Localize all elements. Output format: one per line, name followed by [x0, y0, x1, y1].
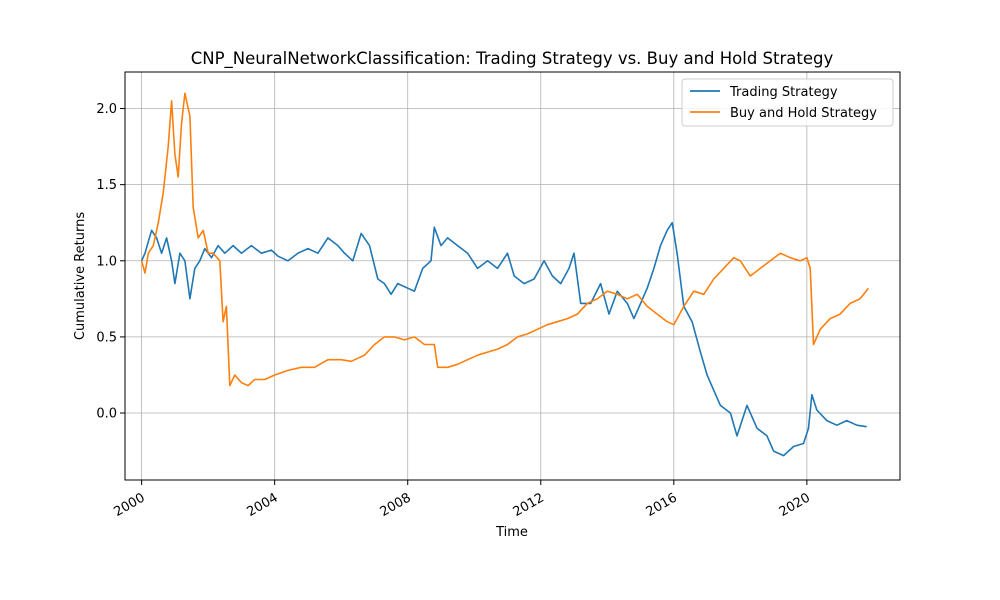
- series-layer: [140, 92, 870, 457]
- legend-label-trading: Trading Strategy: [729, 85, 838, 100]
- chart-title: CNP_NeuralNetworkClassification: Trading…: [191, 49, 834, 69]
- y-tick-label: 1.0: [96, 254, 117, 269]
- x-axis-label: Time: [495, 525, 528, 540]
- legend: Trading Strategy Buy and Hold Strategy: [681, 78, 894, 127]
- legend-label-buy-hold: Buy and Hold Strategy: [730, 106, 877, 121]
- y-axis-label: Cumulative Returns: [73, 212, 88, 340]
- legend-box: [681, 78, 894, 127]
- plot-area: [125, 72, 900, 480]
- plot-frame: [124, 71, 901, 481]
- y-tick-label: 1.5: [96, 178, 117, 193]
- y-tick-label: 2.0: [96, 102, 117, 117]
- series-line-buy-and-hold-strategy: [140, 92, 870, 387]
- y-tick-label: 0.5: [96, 330, 117, 345]
- series-line-trading-strategy: [140, 221, 867, 457]
- y-tick-label: 0.0: [96, 407, 117, 422]
